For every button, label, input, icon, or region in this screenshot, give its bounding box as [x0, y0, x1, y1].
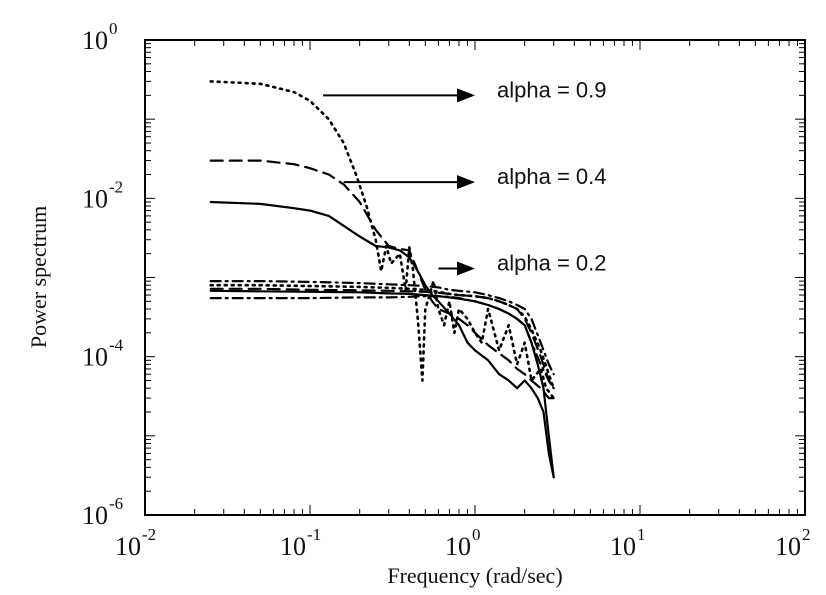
x-tick-exponent: -2	[142, 525, 156, 544]
x-tick-label: 10	[775, 532, 801, 561]
annotation-label-1: alpha = 0.9	[497, 77, 606, 102]
annotation-arrowhead-1	[457, 88, 475, 103]
annotations: alpha = 0.9 alpha = 0.4 alpha = 0.2	[323, 77, 606, 276]
x-tick-label: 10	[610, 532, 636, 561]
series-line-3	[209, 200, 555, 479]
series-lines	[209, 80, 556, 479]
series-line-1	[209, 80, 556, 400]
plot-frame	[144, 39, 806, 516]
annotation-arrowhead-2	[457, 175, 475, 190]
annotation-label-3: alpha = 0.2	[497, 250, 606, 275]
series-line-2	[209, 159, 555, 400]
y-tick-exponent: -6	[109, 494, 123, 513]
series-line-6	[209, 287, 555, 390]
x-tick-exponent: -1	[307, 525, 321, 544]
x-tick-label: 10	[445, 532, 471, 561]
y-tick-label: 10	[82, 184, 108, 213]
x-axis-label: Frequency (rad/sec)	[387, 563, 562, 588]
x-tick-label: 10	[115, 532, 141, 561]
x-tick-exponent: 1	[637, 525, 646, 544]
y-tick-label: 10	[82, 501, 108, 530]
x-tick-exponent: 0	[472, 525, 481, 544]
series-line-7	[209, 289, 555, 479]
y-tick-label: 10	[82, 26, 108, 55]
tick-labels: 10 -2 10 -1 10 0 10 1 10 210 -610 -410 -210 0	[82, 19, 811, 561]
y-tick-exponent: 0	[109, 19, 118, 38]
series-line-5	[209, 283, 556, 390]
x-tick-label: 10	[280, 532, 306, 561]
y-tick-label: 10	[82, 343, 108, 372]
y-axis-label: Power spectrum	[26, 206, 51, 348]
series-line-4	[209, 280, 555, 376]
y-tick-exponent: -2	[109, 177, 123, 196]
annotation-arrowhead-3	[457, 261, 475, 276]
series-line-8	[209, 295, 555, 390]
axis-ticks	[145, 40, 805, 515]
y-tick-exponent: -4	[109, 336, 124, 355]
annotation-label-2: alpha = 0.4	[497, 164, 606, 189]
x-tick-exponent: 2	[802, 525, 811, 544]
